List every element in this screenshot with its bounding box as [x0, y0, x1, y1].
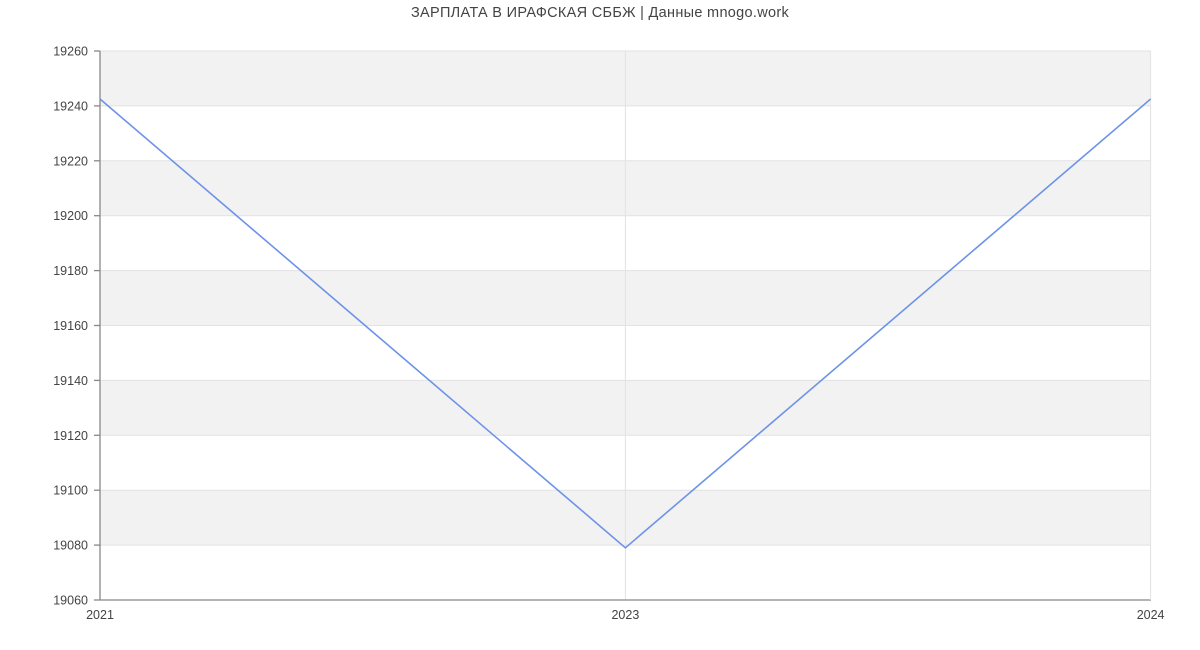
svg-text:19100: 19100: [53, 484, 88, 498]
svg-text:2024: 2024: [1137, 608, 1165, 622]
svg-text:2021: 2021: [86, 608, 114, 622]
svg-text:19180: 19180: [53, 264, 88, 278]
svg-text:19260: 19260: [53, 45, 88, 59]
svg-text:19200: 19200: [53, 209, 88, 223]
svg-text:19140: 19140: [53, 374, 88, 388]
svg-text:19080: 19080: [53, 539, 88, 553]
svg-text:2023: 2023: [611, 608, 639, 622]
svg-text:19160: 19160: [53, 319, 88, 333]
svg-text:19060: 19060: [53, 594, 88, 608]
svg-text:19120: 19120: [53, 429, 88, 443]
svg-text:19220: 19220: [53, 154, 88, 168]
svg-text:19240: 19240: [53, 99, 88, 113]
